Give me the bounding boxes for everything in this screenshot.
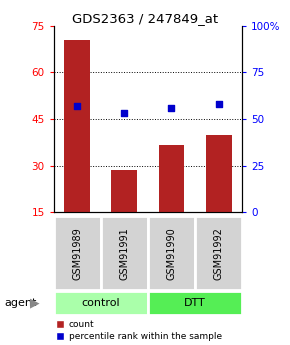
Text: DTT: DTT — [184, 298, 206, 308]
Text: GSM91990: GSM91990 — [166, 227, 176, 280]
Text: control: control — [81, 298, 120, 308]
Bar — [148, 291, 242, 315]
Bar — [195, 216, 242, 290]
Bar — [159, 146, 184, 212]
Legend: count, percentile rank within the sample: count, percentile rank within the sample — [52, 316, 225, 344]
Bar — [111, 170, 137, 212]
Point — [169, 105, 174, 111]
Bar — [54, 216, 101, 290]
Point — [216, 101, 221, 107]
Text: GDS2363 / 247849_at: GDS2363 / 247849_at — [72, 12, 218, 25]
Text: GSM91991: GSM91991 — [119, 227, 129, 280]
Point — [122, 111, 127, 116]
Text: ▶: ▶ — [30, 296, 40, 309]
Bar — [64, 40, 90, 212]
Bar — [148, 216, 195, 290]
Text: agent: agent — [4, 298, 37, 308]
Text: GSM91989: GSM91989 — [72, 227, 82, 280]
Point — [75, 103, 79, 109]
Bar — [54, 291, 148, 315]
Text: GSM91992: GSM91992 — [214, 227, 224, 280]
Bar — [101, 216, 148, 290]
Bar — [206, 135, 231, 212]
